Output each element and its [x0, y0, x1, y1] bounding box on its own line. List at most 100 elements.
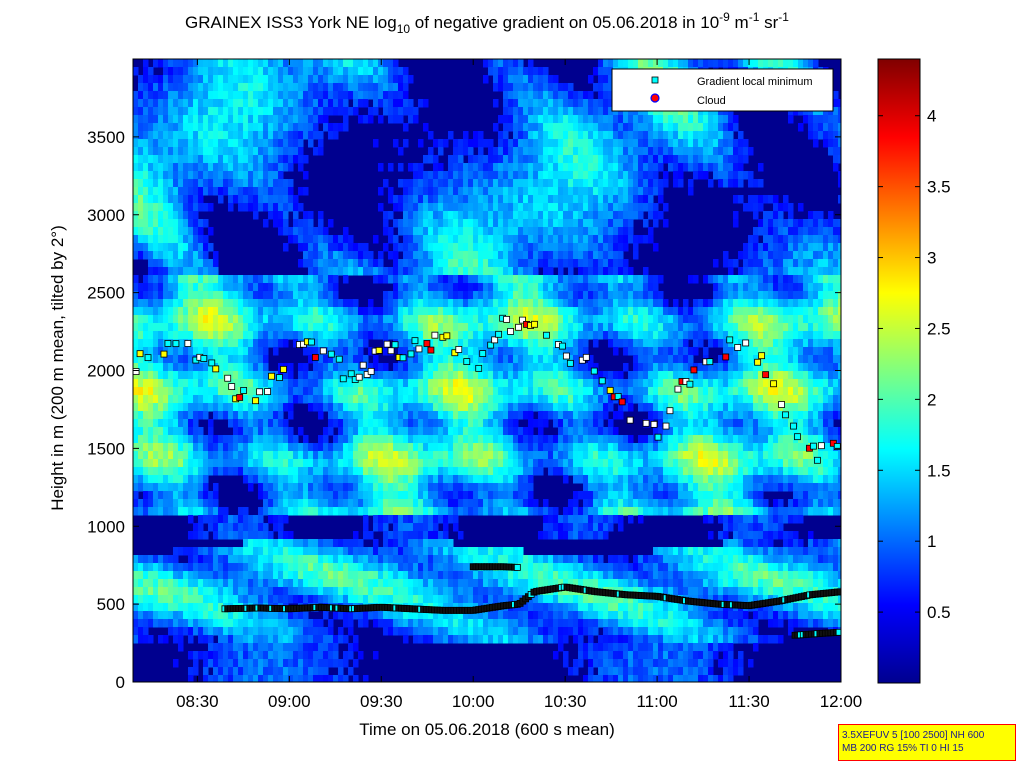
- heatmap-cell: [403, 187, 409, 196]
- heatmap-cell: [523, 243, 529, 252]
- heatmap-cell: [208, 171, 214, 180]
- heatmap-cell: [218, 187, 224, 196]
- heatmap-cell: [208, 299, 214, 308]
- heatmap-cell: [398, 443, 404, 452]
- heatmap-cell: [373, 59, 379, 68]
- heatmap-cell: [463, 211, 469, 220]
- heatmap-cell: [158, 379, 164, 388]
- heatmap-cell: [173, 155, 179, 164]
- heatmap-cell: [153, 243, 159, 252]
- heatmap-cell: [493, 227, 499, 236]
- heatmap-cell: [463, 595, 469, 604]
- heatmap-cell: [168, 251, 174, 260]
- heatmap-cell: [508, 283, 514, 292]
- heatmap-cell: [213, 667, 219, 676]
- heatmap-cell: [168, 419, 174, 428]
- heatmap-cell: [218, 467, 224, 476]
- heatmap-cell: [353, 387, 359, 396]
- heatmap-cell: [513, 139, 519, 148]
- heatmap-cell: [198, 555, 204, 564]
- heatmap-cell: [263, 451, 269, 460]
- heatmap-cell: [218, 611, 224, 620]
- heatmap-cell: [233, 651, 239, 660]
- heatmap-cell: [443, 507, 449, 516]
- heatmap-cell: [243, 619, 249, 628]
- heatmap-cell: [158, 243, 164, 252]
- heatmap-cell: [508, 403, 514, 412]
- heatmap-cell: [243, 675, 249, 682]
- heatmap-cell: [363, 443, 369, 452]
- heatmap-cell: [373, 587, 379, 596]
- heatmap-cell: [188, 467, 194, 476]
- heatmap-cell: [178, 171, 184, 180]
- heatmap-cell: [143, 475, 149, 484]
- heatmap-cell: [203, 435, 209, 444]
- heatmap-cell: [228, 587, 234, 596]
- heatmap-cell: [363, 331, 369, 340]
- heatmap-cell: [253, 587, 259, 596]
- heatmap-cell: [203, 115, 209, 124]
- heatmap-cell: [163, 595, 169, 604]
- heatmap-cell: [378, 67, 384, 76]
- heatmap-cell: [248, 659, 254, 668]
- heatmap-cell: [468, 315, 474, 324]
- heatmap-cell: [148, 563, 154, 572]
- heatmap-cell: [508, 435, 514, 444]
- heatmap-cell: [328, 451, 334, 460]
- heatmap-cell: [338, 323, 344, 332]
- heatmap-cell: [303, 595, 309, 604]
- heatmap-cell: [188, 531, 194, 540]
- heatmap-cell: [428, 331, 434, 340]
- heatmap-cell: [198, 163, 204, 172]
- heatmap-cell: [303, 459, 309, 468]
- heatmap-cell: [418, 523, 424, 532]
- heatmap-cell: [328, 547, 334, 556]
- heatmap-cell: [178, 627, 184, 636]
- heatmap-cell: [488, 579, 494, 588]
- heatmap-cell: [333, 75, 339, 84]
- heatmap-cell: [188, 283, 194, 292]
- heatmap-cell: [178, 315, 184, 324]
- heatmap-cell: [183, 107, 189, 116]
- heatmap-cell: [393, 571, 399, 580]
- heatmap-cell: [153, 379, 159, 388]
- heatmap-cell: [238, 627, 244, 636]
- heatmap-cell: [243, 155, 249, 164]
- heatmap-cell: [453, 523, 459, 532]
- heatmap-cell: [228, 323, 234, 332]
- heatmap-cell: [368, 563, 374, 572]
- heatmap-cell: [288, 651, 294, 660]
- heatmap-cell: [438, 371, 444, 380]
- heatmap-cell: [328, 243, 334, 252]
- heatmap-cell: [458, 163, 464, 172]
- heatmap-cell: [478, 171, 484, 180]
- heatmap-cell: [278, 379, 284, 388]
- heatmap-cell: [198, 315, 204, 324]
- heatmap-cell: [258, 675, 264, 682]
- heatmap-cell: [523, 563, 529, 572]
- heatmap-cell: [468, 259, 474, 268]
- heatmap-cell: [513, 275, 519, 284]
- heatmap-cell: [188, 155, 194, 164]
- heatmap-cell: [323, 259, 329, 268]
- heatmap-cell: [143, 619, 149, 628]
- heatmap-cell: [298, 187, 304, 196]
- heatmap-cell: [208, 443, 214, 452]
- heatmap-cell: [253, 291, 259, 300]
- heatmap-cell: [283, 627, 289, 636]
- heatmap-cell: [228, 611, 234, 620]
- heatmap-cell: [518, 499, 524, 508]
- heatmap-cell: [338, 507, 344, 516]
- heatmap-cell: [413, 579, 419, 588]
- heatmap-cell: [153, 155, 159, 164]
- heatmap-cell: [263, 75, 269, 84]
- heatmap-cell: [488, 299, 494, 308]
- heatmap-cell: [513, 211, 519, 220]
- heatmap-cell: [288, 331, 294, 340]
- heatmap-cell: [213, 251, 219, 260]
- heatmap-cell: [228, 459, 234, 468]
- heatmap-cell: [253, 355, 259, 364]
- heatmap-cell: [383, 91, 389, 100]
- heatmap-cell: [258, 651, 264, 660]
- heatmap-cell: [188, 675, 194, 682]
